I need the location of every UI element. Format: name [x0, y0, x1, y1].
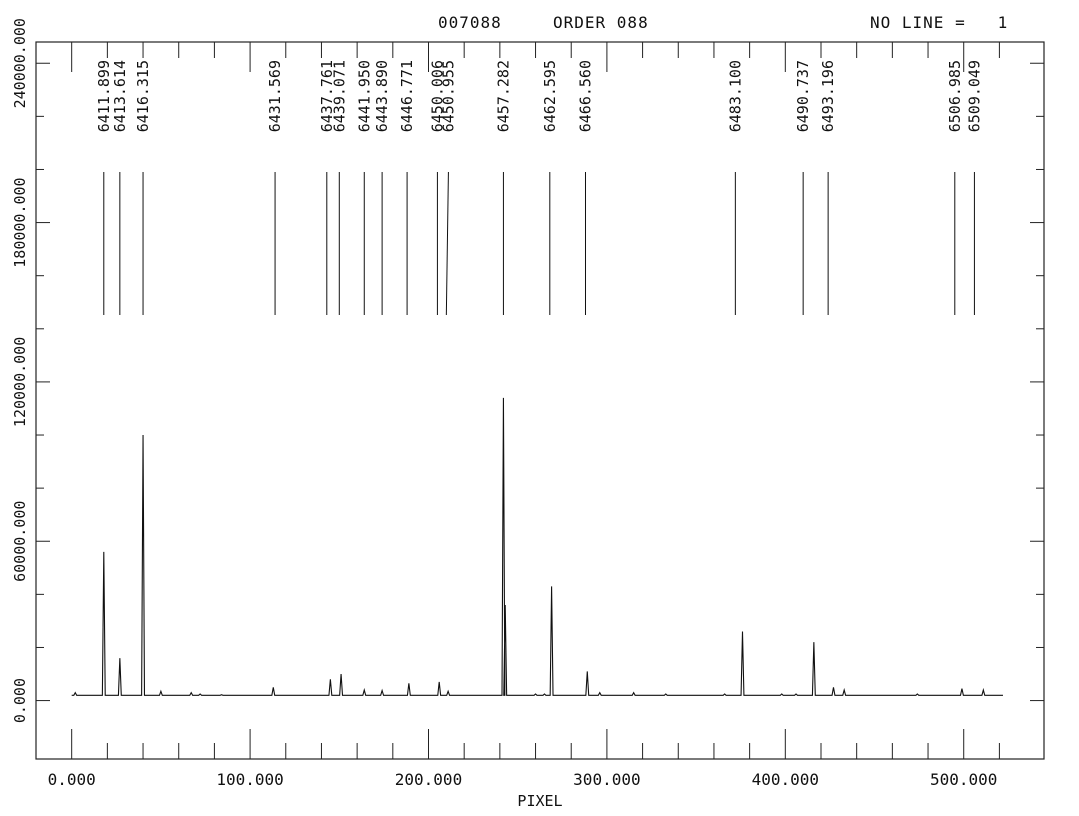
line-id-label: 6411.899	[95, 60, 113, 132]
line-id-label: 6441.950	[355, 60, 373, 132]
line-id-label: 6416.315	[134, 60, 152, 132]
line-id-label: 6439.071	[330, 60, 348, 132]
line-id-label: 6462.595	[541, 60, 559, 132]
y-tick-label: 60000.000	[11, 501, 29, 582]
line-id-label: 6483.100	[726, 60, 744, 132]
plate-id: 007088	[438, 13, 502, 32]
line-id-label: 6450.006	[428, 60, 446, 132]
line-id-label: 6446.771	[398, 60, 416, 132]
y-tick-labels: 0.000 60000.000 120000.000 180000.000 240000…	[11, 18, 29, 723]
x-tick-labels: 0.000 100.000 200.000 300.000 400.000 500.000	[48, 770, 998, 789]
line-id-label: 6413.614	[111, 60, 129, 132]
x-tick-label: 100.000	[216, 770, 283, 789]
plot-frame	[35, 41, 1045, 760]
line-id-label: 6457.282	[494, 60, 512, 132]
x-tick-label: 400.000	[752, 770, 819, 789]
spectrum-line	[71, 397, 1003, 696]
y-tick-label: 0.000	[11, 678, 29, 723]
x-tick-label: 300.000	[573, 770, 640, 789]
axis-ticks	[36, 42, 1044, 759]
line-id-label: 6437.761	[318, 60, 336, 132]
line-id-tick	[445, 171, 449, 316]
no-line-label: NO LINE = 1	[870, 13, 1009, 32]
line-id-label: 6490.737	[794, 60, 812, 132]
line-id-label: 6450.955	[439, 60, 457, 132]
line-id-label: 6431.569	[266, 60, 284, 132]
line-id-label: 6443.890	[373, 60, 391, 132]
y-tick-label: 120000.000	[11, 337, 29, 427]
line-id-label: 6466.560	[576, 60, 594, 132]
y-tick-label: 240000.000	[11, 18, 29, 108]
x-axis-label: PIXEL	[517, 792, 562, 810]
line-id-label: 6509.049	[965, 60, 983, 132]
x-tick-label: 500.000	[930, 770, 997, 789]
x-tick-label: 200.000	[395, 770, 462, 789]
x-tick-label: 0.000	[48, 770, 96, 789]
y-tick-label: 180000.000	[11, 177, 29, 267]
line-id-label: 6493.196	[819, 60, 837, 132]
order-label: ORDER 088	[553, 13, 649, 32]
line-id-label: 6506.985	[946, 60, 964, 132]
